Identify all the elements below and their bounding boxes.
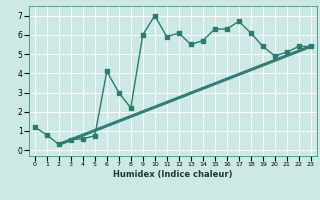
X-axis label: Humidex (Indice chaleur): Humidex (Indice chaleur) [113, 170, 233, 179]
